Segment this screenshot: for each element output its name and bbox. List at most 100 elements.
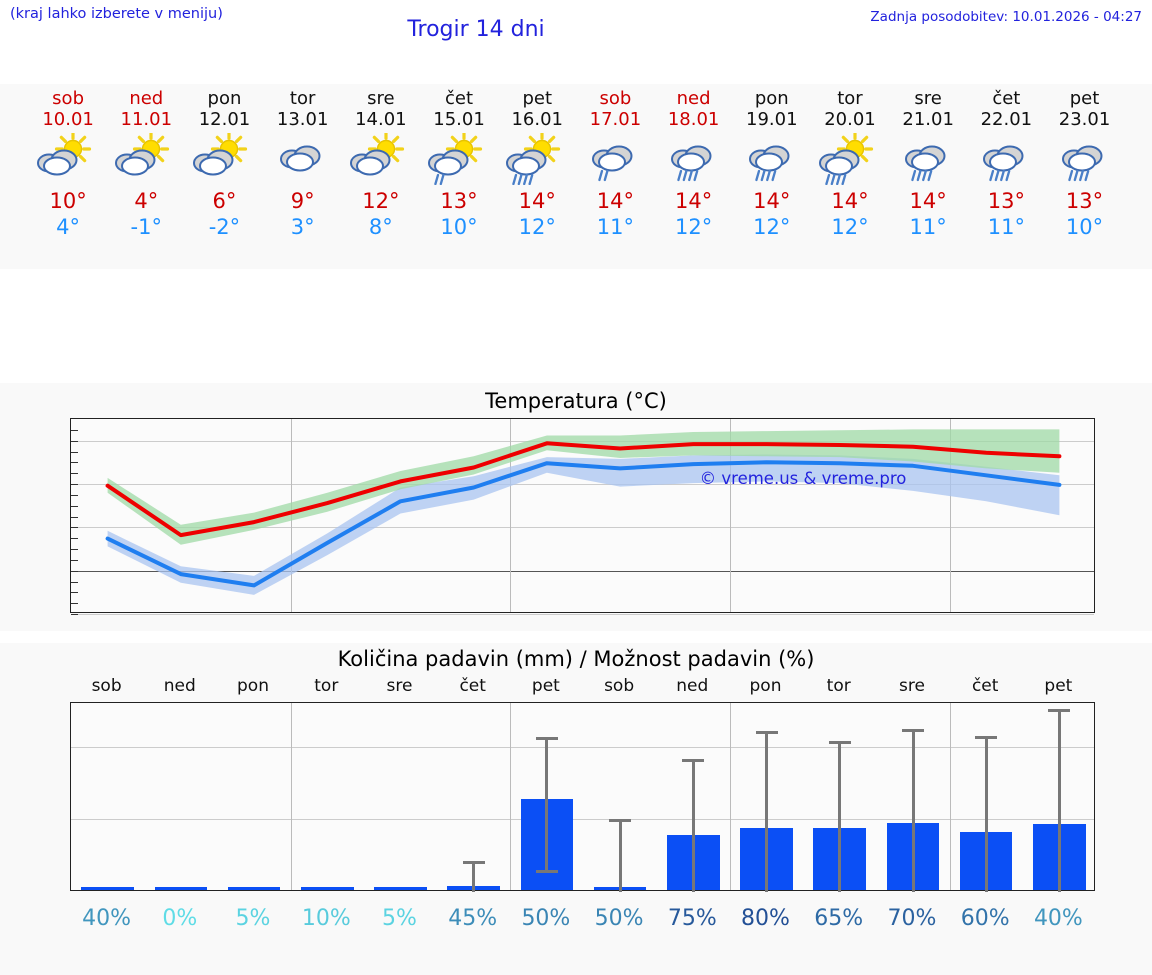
precipitation-error-cap-top xyxy=(902,729,924,733)
temperature-gridline xyxy=(71,614,1094,615)
temperature-vertical-gridline xyxy=(510,419,512,612)
weather-cloud-rain-icon xyxy=(661,133,727,185)
precipitation-error-bar xyxy=(838,740,842,892)
temperature-chart: Temperatura (°C) © vreme.us & vreme.pro … xyxy=(0,383,1152,631)
forecast-temp-min: 4° xyxy=(56,215,81,239)
temperature-axis-tick xyxy=(71,581,78,583)
precipitation-probability-label: 80% xyxy=(741,906,790,931)
forecast-temp-min: 11° xyxy=(987,215,1025,239)
precipitation-probability-label: 75% xyxy=(667,906,717,931)
forecast-day-column: pon 12.01 6° -2° xyxy=(185,84,263,269)
forecast-temp-max: 10° xyxy=(49,189,87,213)
precipitation-day-label: sre xyxy=(899,676,925,696)
precipitation-day-label: pon xyxy=(237,676,269,696)
precipitation-probability-label: 50% xyxy=(594,906,644,931)
forecast-day-name: čet xyxy=(992,88,1021,109)
forecast-day-column: čet 22.01 13° 11° xyxy=(967,84,1045,269)
forecast-day-name: čet xyxy=(445,88,474,109)
temperature-axis-tick xyxy=(71,570,78,572)
forecast-day-date: 23.01 xyxy=(1058,109,1111,130)
forecast-temp-max: 14° xyxy=(909,189,947,213)
forecast-day-name: tor xyxy=(837,88,863,109)
forecast-temp-min: 12° xyxy=(674,215,713,239)
precipitation-probability-label: 10% xyxy=(301,906,351,931)
daily-forecast-strip: sob 10.01 10° 4° ned 11.01 4° -1° pon 12.01 6° -2° t… xyxy=(0,84,1152,269)
precipitation-probability-label: 45% xyxy=(448,906,498,931)
forecast-day-date: 21.01 xyxy=(902,109,954,130)
last-update-text: Zadnja posodobitev: 10.01.2026 - 04:27 xyxy=(870,9,1142,25)
precipitation-error-bar xyxy=(1057,708,1061,892)
forecast-day-name: sob xyxy=(52,88,84,109)
precipitation-bar xyxy=(81,887,134,890)
temperature-axis-tick xyxy=(71,440,78,442)
forecast-temp-max: 9° xyxy=(290,189,315,213)
weather-sun-cloud-rain-light-icon xyxy=(426,133,492,185)
precipitation-day-label: pon xyxy=(749,676,782,696)
forecast-day-date: 17.01 xyxy=(589,109,642,130)
forecast-day-column: ned 11.01 4° -1° xyxy=(107,84,185,269)
weather-cloud-rain-icon xyxy=(1052,133,1118,185)
forecast-day-date: 22.01 xyxy=(980,109,1033,130)
precipitation-probability-label: 5% xyxy=(235,906,271,931)
forecast-day-date: 13.01 xyxy=(276,109,329,130)
precipitation-day-label: čet xyxy=(459,676,486,696)
forecast-day-name: pon xyxy=(754,88,789,109)
precipitation-error-bar xyxy=(765,730,768,892)
forecast-day-name: tor xyxy=(289,88,316,109)
forecast-day-date: 19.01 xyxy=(746,109,798,130)
forecast-day-column: sob 10.01 10° 4° xyxy=(29,84,107,269)
forecast-day-column: pet 23.01 13° 10° xyxy=(1045,84,1123,269)
precipitation-chart-title: Količina padavin (mm) / Možnost padavin … xyxy=(337,647,815,671)
precipitation-error-cap-top xyxy=(828,740,851,744)
forecast-temp-max: 14° xyxy=(674,189,713,213)
precipitation-error-cap-top xyxy=(975,735,998,739)
forecast-temp-max: 13° xyxy=(440,189,478,213)
weather-cloud-rain-icon xyxy=(895,133,961,185)
page-header: (kraj lahko izberete v meniju) Trogir 14… xyxy=(0,0,1152,56)
precipitation-error-bar xyxy=(691,759,695,892)
temperature-vertical-gridline xyxy=(729,419,731,612)
temperature-axis-tick xyxy=(71,494,78,496)
forecast-day-date: 20.01 xyxy=(824,109,876,130)
precipitation-error-cap-top xyxy=(462,860,485,864)
temperature-plot-area xyxy=(70,418,1095,615)
precipitation-error-bar xyxy=(472,860,476,892)
precipitation-bar xyxy=(154,887,208,890)
precipitation-error-cap-top xyxy=(682,759,705,762)
forecast-temp-min: 8° xyxy=(368,215,393,239)
precipitation-probability-label: 65% xyxy=(814,906,864,931)
temperature-vertical-gridline xyxy=(949,419,951,612)
forecast-temp-min: 12° xyxy=(518,215,556,239)
forecast-temp-min: -1° xyxy=(130,215,162,239)
forecast-temp-min: -2° xyxy=(208,215,241,239)
weather-cloud-icon xyxy=(270,133,336,185)
weather-sun-cloud-rain-icon xyxy=(817,133,883,185)
precipitation-probability-label: 40% xyxy=(1033,906,1083,931)
precipitation-error-bar xyxy=(618,819,622,892)
precipitation-vertical-gridline xyxy=(290,703,292,890)
forecast-temp-max: 4° xyxy=(134,189,159,213)
forecast-day-date: 16.01 xyxy=(511,109,563,130)
forecast-temp-min: 3° xyxy=(290,215,315,239)
forecast-day-name: ned xyxy=(129,88,164,109)
precipitation-gridline xyxy=(71,746,1094,748)
forecast-day-name: pet xyxy=(1069,88,1100,109)
forecast-temp-min: 10° xyxy=(1065,215,1104,239)
forecast-temp-min: 10° xyxy=(440,215,478,239)
precipitation-vertical-gridline xyxy=(949,703,951,890)
forecast-day-column: tor 13.01 9° 3° xyxy=(264,84,342,269)
temperature-axis-tick xyxy=(71,516,78,518)
precipitation-gridline xyxy=(71,819,1094,821)
precipitation-error-cap-top xyxy=(755,730,778,734)
precipitation-day-label: tor xyxy=(826,676,851,696)
forecast-day-name: sre xyxy=(914,88,942,109)
precipitation-bar xyxy=(374,887,427,890)
weather-sun-cloud-icon xyxy=(35,133,101,185)
precipitation-day-label: pet xyxy=(531,676,560,696)
forecast-temp-min: 12° xyxy=(831,215,869,239)
weather-sun-cloud-icon xyxy=(113,133,179,185)
forecast-day-column: pet 16.01 14° 12° xyxy=(498,84,576,269)
precipitation-day-label: čet xyxy=(971,676,999,696)
forecast-temp-max: 13° xyxy=(987,189,1025,213)
temperature-gridline xyxy=(71,570,1094,572)
